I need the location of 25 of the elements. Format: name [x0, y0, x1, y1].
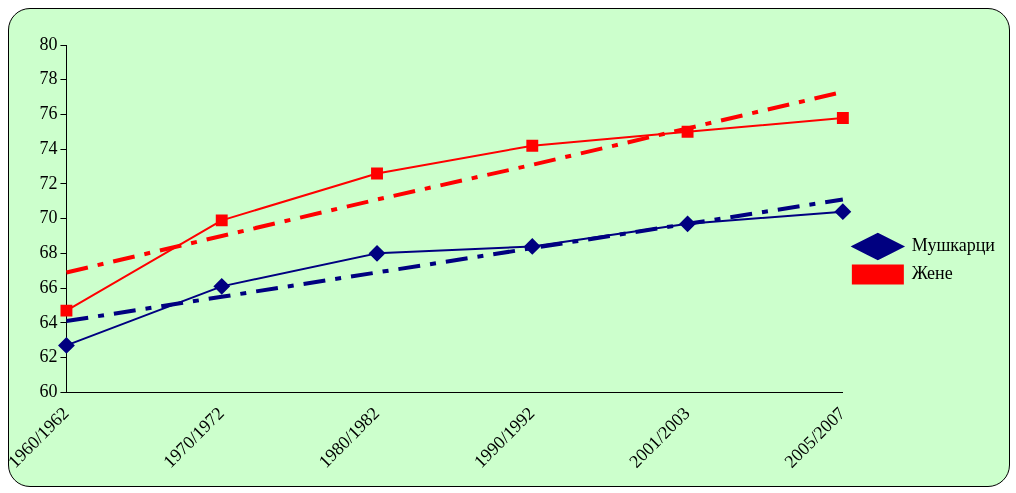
point	[524, 238, 541, 255]
point	[371, 167, 383, 180]
y-tick-label: 62	[39, 346, 58, 367]
y-tick-label: 80	[39, 33, 58, 54]
y-tick-label: 64	[39, 311, 58, 332]
y-tick-label: 70	[39, 207, 58, 228]
point	[834, 203, 851, 220]
point	[526, 139, 539, 152]
point	[681, 125, 694, 138]
y-tick-label: 72	[39, 172, 58, 193]
point	[836, 111, 849, 124]
point	[679, 215, 696, 232]
y-tick-label: 76	[39, 103, 58, 124]
y-tick-label: 60	[39, 381, 58, 402]
y-tick-label: 78	[39, 68, 58, 89]
point	[215, 214, 228, 227]
point	[58, 337, 75, 354]
legend-label: Жене	[911, 263, 953, 284]
y-tick-label: 74	[39, 137, 58, 158]
legend-label: Мушкарци	[911, 235, 996, 256]
point	[213, 278, 230, 295]
y-tick-label: 68	[39, 242, 58, 263]
point	[60, 304, 73, 317]
point	[369, 245, 386, 262]
y-tick-label: 66	[39, 276, 58, 297]
